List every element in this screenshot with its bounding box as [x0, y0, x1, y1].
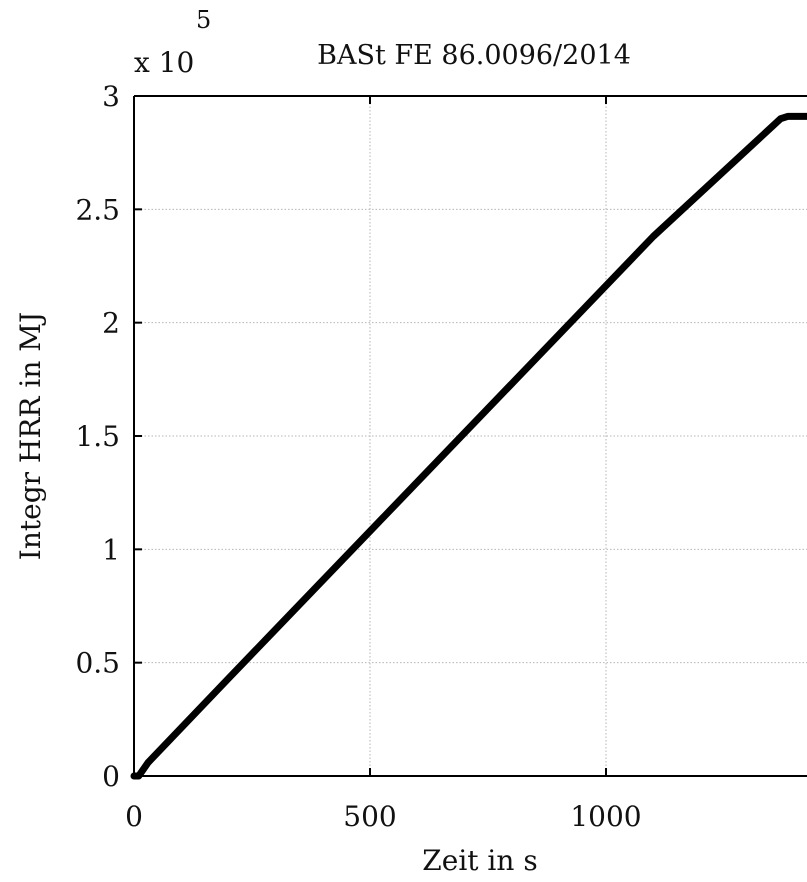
y-axis-label: Integr HRR in MJ: [14, 312, 47, 560]
y-tick-label-5: 2.5: [75, 193, 120, 226]
ticks: [133, 95, 607, 777]
grid-lines: [134, 96, 807, 776]
y-tick-label-3: 1.5: [75, 420, 120, 453]
x-tick-label-0: 0: [125, 800, 143, 833]
chart-title: BASt FE 86.0096/2014: [317, 40, 631, 71]
x-tick-label-2: 1000: [570, 800, 641, 833]
series-line: [130, 112, 807, 780]
y-tick-label-4: 2: [102, 307, 120, 340]
y-tick-label-6: 3: [102, 80, 120, 113]
y-tick-label-1: 0.5: [75, 647, 120, 680]
y-multiplier: x 10: [134, 46, 194, 79]
y-tick-label-2: 1: [102, 533, 120, 566]
tick-labels: 0 500 1000 0 0.5 1 1.5 2 2.5 3: [75, 80, 641, 833]
x-axis-label: Zeit in s: [422, 844, 537, 877]
y-tick-label-0: 0: [102, 760, 120, 793]
y-multiplier-exponent: 5: [196, 6, 211, 34]
x-tick-label-1: 500: [343, 800, 396, 833]
